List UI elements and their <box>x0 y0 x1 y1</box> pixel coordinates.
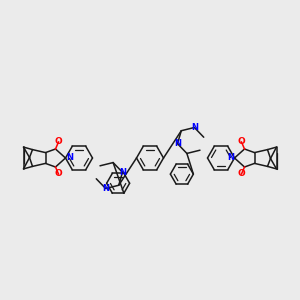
Text: N: N <box>66 154 73 163</box>
Text: O: O <box>55 137 62 146</box>
Text: N: N <box>102 184 109 193</box>
Text: N: N <box>227 154 234 163</box>
Text: N: N <box>174 139 181 148</box>
Text: O: O <box>238 137 245 146</box>
Text: O: O <box>238 169 245 178</box>
Text: N: N <box>119 168 126 177</box>
Text: O: O <box>55 169 62 178</box>
Text: N: N <box>191 123 198 132</box>
